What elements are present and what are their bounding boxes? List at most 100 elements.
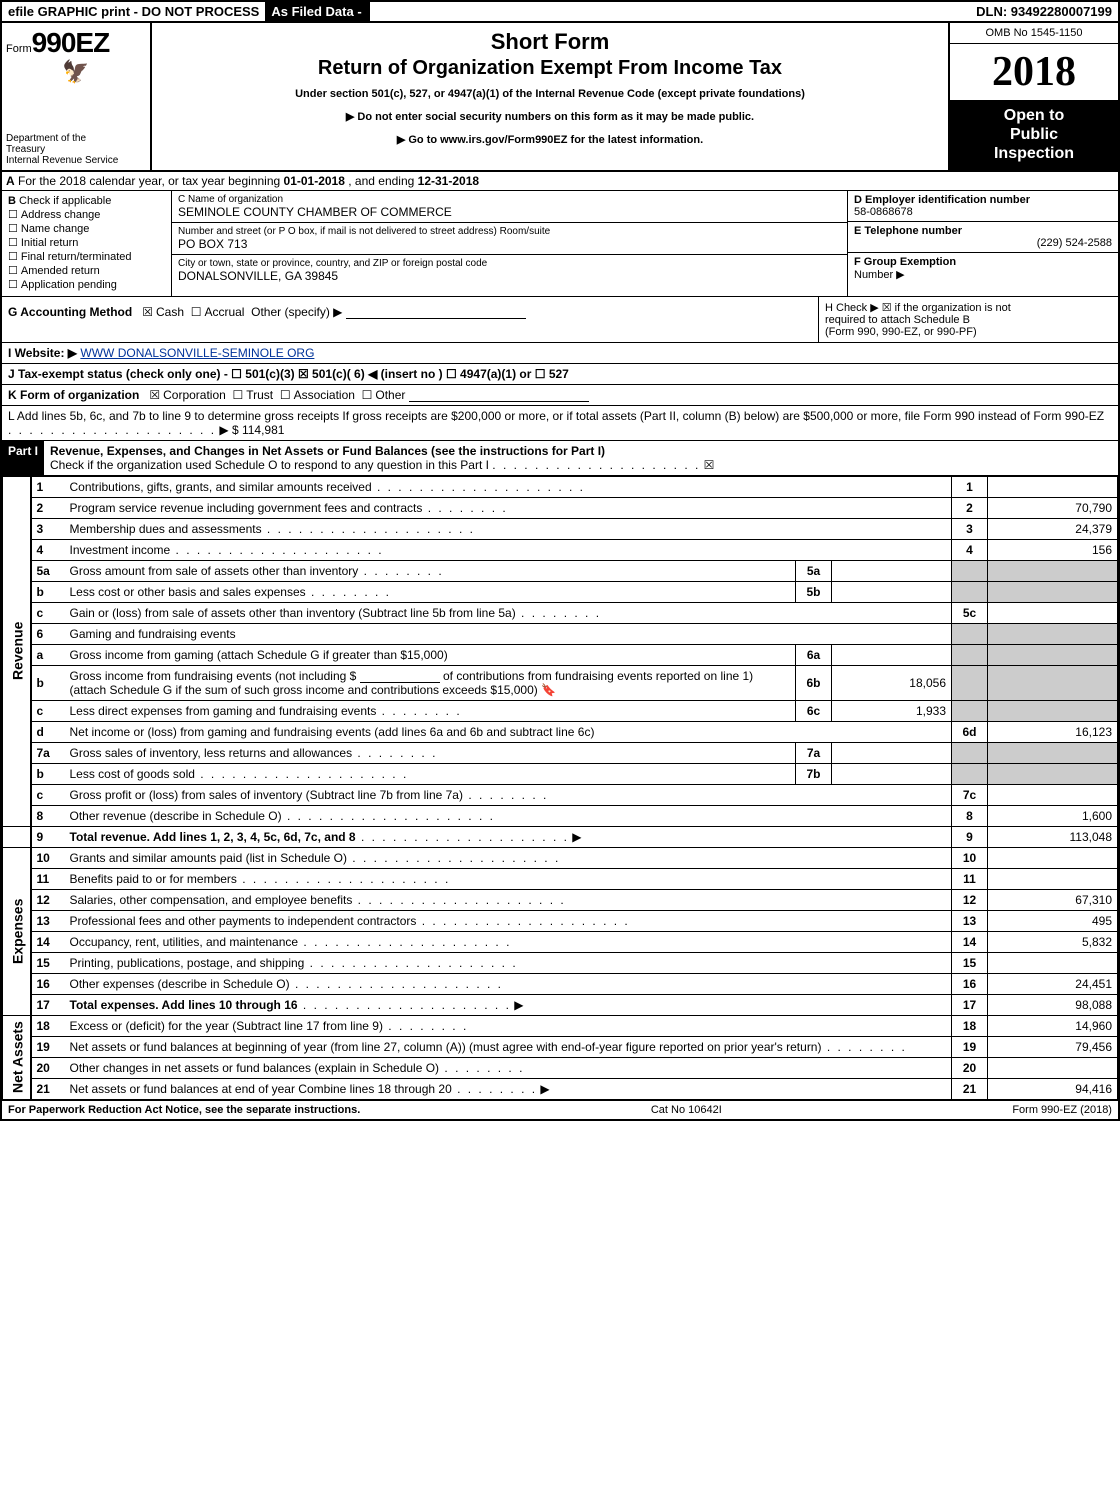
- open-to-public: Open to Public Inspection: [950, 100, 1118, 170]
- asfiled-blank: [368, 2, 408, 21]
- header-left: Form990EZ 🦅 Department of the Treasury I…: [2, 23, 152, 170]
- chk-cash[interactable]: Cash: [142, 305, 184, 319]
- c-city-label: City or town, state or province, country…: [178, 258, 841, 269]
- g-other-input[interactable]: [346, 307, 526, 319]
- chk-other-org[interactable]: Other: [362, 388, 406, 402]
- part1-label: Part I: [2, 441, 44, 475]
- val-7b: [832, 763, 952, 784]
- part1-table: Revenue 1 Contributions, gifts, grants, …: [2, 476, 1118, 1100]
- chk-final-return[interactable]: Final return/terminated: [8, 250, 165, 263]
- sidelabel-expenses: Expenses: [3, 847, 31, 1015]
- ein-value: 58-0868678: [854, 206, 913, 218]
- footer-formref: Form 990-EZ (2018): [1012, 1104, 1112, 1116]
- line-A: A For the 2018 calendar year, or tax yea…: [2, 172, 1118, 191]
- col-DEF: D Employer identification number 58-0868…: [848, 191, 1118, 296]
- val-5b: [832, 581, 952, 602]
- val-6b: 18,056: [832, 665, 952, 700]
- title-return: Return of Organization Exempt From Incom…: [162, 57, 938, 80]
- sidelabel-netassets: Net Assets: [3, 1015, 31, 1099]
- header-right: OMB No 1545-1150 2018 Open to Public Ins…: [948, 23, 1118, 170]
- footer-catno: Cat No 10642I: [651, 1104, 722, 1116]
- row-J-tax-exempt: J Tax-exempt status (check only one) - ☐…: [2, 364, 1118, 385]
- row-K-form-org: K Form of organization Corporation Trust…: [2, 385, 1118, 406]
- gross-receipts-amount: $ 114,981: [232, 423, 285, 437]
- chk-amended-return[interactable]: Amended return: [8, 264, 165, 277]
- form-number: Form990EZ: [6, 27, 146, 59]
- org-city: DONALSONVILLE, GA 39845: [178, 269, 841, 283]
- amt-11: [988, 868, 1118, 889]
- amt-3: 24,379: [988, 518, 1118, 539]
- input-6b-contrib[interactable]: [360, 671, 440, 683]
- form-990ez: efile GRAPHIC print - DO NOT PROCESS As …: [0, 0, 1120, 1121]
- amt-4: 156: [988, 539, 1118, 560]
- amt-2: 70,790: [988, 497, 1118, 518]
- page-footer: For Paperwork Reduction Act Notice, see …: [2, 1100, 1118, 1119]
- chk-application-pending[interactable]: Application pending: [8, 278, 165, 291]
- amt-1: [988, 476, 1118, 497]
- amt-19: 79,456: [988, 1036, 1118, 1057]
- efile-label: efile GRAPHIC print - DO NOT PROCESS: [2, 2, 265, 21]
- d-label: D Employer identification number: [854, 194, 1030, 206]
- chk-name-change[interactable]: Name change: [8, 222, 165, 235]
- c-addr-label: Number and street (or P O box, if mail i…: [178, 226, 841, 237]
- amt-7c: [988, 784, 1118, 805]
- chk-association[interactable]: Association: [280, 388, 355, 402]
- amt-10: [988, 847, 1118, 868]
- asfiled-label: As Filed Data -: [265, 2, 367, 21]
- part1-title: Revenue, Expenses, and Changes in Net As…: [50, 444, 605, 458]
- row-GH: G Accounting Method Cash Accrual Other (…: [2, 297, 1118, 343]
- website-link[interactable]: WWW DONALSONVILLE-SEMINOLE ORG: [80, 346, 314, 360]
- val-7a: [832, 742, 952, 763]
- amt-12: 67,310: [988, 889, 1118, 910]
- amt-21: 94,416: [988, 1078, 1118, 1099]
- efile-topbar: efile GRAPHIC print - DO NOT PROCESS As …: [2, 2, 1118, 23]
- tax-year-end: 12-31-2018: [418, 174, 479, 188]
- row-L-gross-receipts: L Add lines 5b, 6c, and 7b to line 9 to …: [2, 406, 1118, 441]
- phone-value: (229) 524-2588: [854, 237, 1112, 249]
- title-short-form: Short Form: [162, 29, 938, 55]
- part1-sub: Check if the organization used Schedule …: [50, 458, 489, 472]
- org-address: PO BOX 713: [178, 237, 841, 251]
- sidelabel-revenue: Revenue: [3, 476, 31, 826]
- chk-corporation[interactable]: Corporation: [149, 388, 225, 402]
- org-name: SEMINOLE COUNTY CHAMBER OF COMMERCE: [178, 205, 841, 219]
- irs-eagle-icon: 🦅: [6, 59, 146, 85]
- tax-year: 2018: [950, 44, 1118, 100]
- ssn-notice: Do not enter social security numbers on …: [162, 110, 938, 123]
- department-label: Department of the Treasury Internal Reve…: [6, 133, 146, 166]
- part1-header-row: Part I Revenue, Expenses, and Changes in…: [2, 441, 1118, 476]
- part1-checkbox[interactable]: ☒: [704, 458, 715, 472]
- amt-9: 113,048: [988, 826, 1118, 847]
- val-6c: 1,933: [832, 700, 952, 721]
- e-label: E Telephone number: [854, 225, 962, 237]
- chk-address-change[interactable]: Address change: [8, 208, 165, 221]
- g-other: Other (specify) ▶: [251, 305, 342, 319]
- col-B-checkboxes: B Check if applicable Address change Nam…: [2, 191, 172, 296]
- col-C-org: C Name of organization SEMINOLE COUNTY C…: [172, 191, 848, 296]
- amt-6d: 16,123: [988, 721, 1118, 742]
- subtitle: Under section 501(c), 527, or 4947(a)(1)…: [162, 88, 938, 100]
- goto-link[interactable]: Go to www.irs.gov/Form990EZ for the late…: [162, 133, 938, 146]
- section-bcd: B Check if applicable Address change Nam…: [2, 191, 1118, 297]
- amt-17: 98,088: [988, 994, 1118, 1015]
- amt-14: 5,832: [988, 931, 1118, 952]
- amt-16: 24,451: [988, 973, 1118, 994]
- val-5a: [832, 560, 952, 581]
- c-name-label: C Name of organization: [178, 194, 841, 205]
- amt-15: [988, 952, 1118, 973]
- f-number: Number ▶: [854, 269, 905, 281]
- chk-initial-return[interactable]: Initial return: [8, 236, 165, 249]
- tax-year-begin: 01-01-2018: [284, 174, 345, 188]
- amt-13: 495: [988, 910, 1118, 931]
- footer-left: For Paperwork Reduction Act Notice, see …: [8, 1104, 360, 1116]
- form-header: Form990EZ 🦅 Department of the Treasury I…: [2, 23, 1118, 172]
- chk-trust[interactable]: Trust: [232, 388, 273, 402]
- header-center: Short Form Return of Organization Exempt…: [152, 23, 948, 170]
- g-accounting-method: G Accounting Method Cash Accrual Other (…: [2, 297, 818, 342]
- amt-5c: [988, 602, 1118, 623]
- omb-number: OMB No 1545-1150: [950, 23, 1118, 44]
- k-other-input[interactable]: [409, 390, 589, 402]
- row-I-website: I Website: ▶ WWW DONALSONVILLE-SEMINOLE …: [2, 343, 1118, 364]
- chk-accrual[interactable]: Accrual: [191, 305, 245, 319]
- amt-18: 14,960: [988, 1015, 1118, 1036]
